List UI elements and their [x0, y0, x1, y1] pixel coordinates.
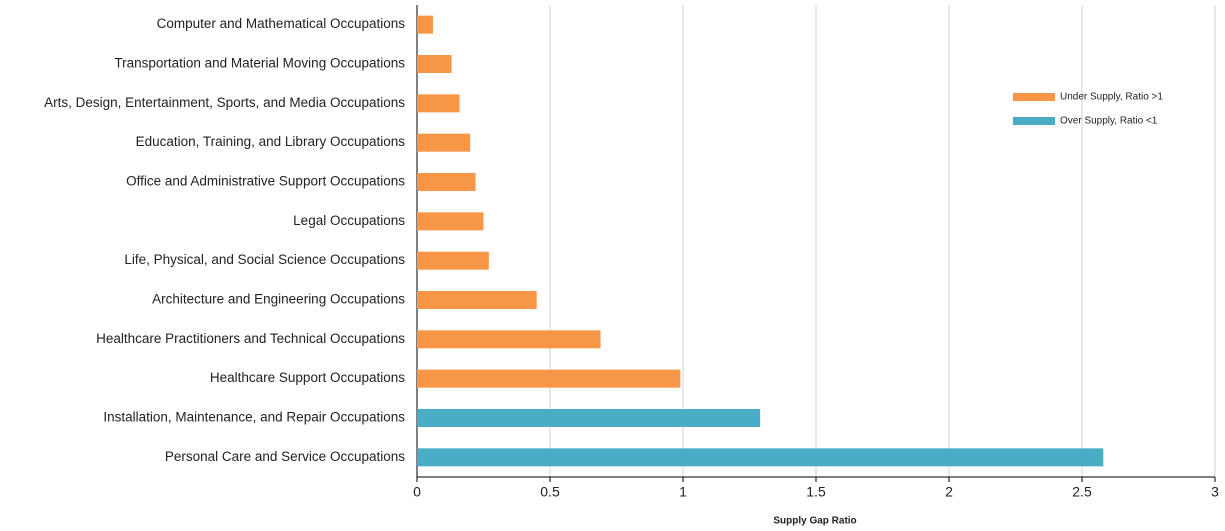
bar	[417, 94, 460, 113]
legend-label: Under Supply, Ratio >1	[1060, 92, 1163, 103]
bar	[417, 330, 601, 349]
x-tick-label: 3	[1211, 484, 1219, 500]
x-tick-label: 1.5	[806, 484, 826, 500]
y-tick-label: Healthcare Support Occupations	[210, 370, 405, 385]
bar	[417, 133, 471, 152]
bar	[417, 409, 761, 427]
y-tick-label: Education, Training, and Library Occupat…	[136, 134, 406, 149]
legend-swatch	[1013, 117, 1055, 125]
y-tick-label: Personal Care and Service Occupations	[165, 449, 405, 464]
y-tick-label: Healthcare Practitioners and Technical O…	[96, 331, 405, 346]
bar	[417, 212, 484, 231]
y-tick-label: Installation, Maintenance, and Repair Oc…	[103, 410, 405, 425]
x-tick-label: 2	[945, 484, 953, 500]
bar	[417, 173, 476, 191]
x-tick-label: 0	[413, 484, 421, 500]
y-tick-label: Office and Administrative Support Occupa…	[126, 174, 405, 189]
bar	[417, 55, 452, 73]
bar	[417, 251, 489, 270]
x-tick-label: 2.5	[1072, 484, 1092, 500]
bar	[417, 15, 433, 34]
y-tick-label: Legal Occupations	[293, 213, 405, 228]
x-axis-title: Supply Gap Ratio	[773, 516, 856, 527]
legend-label: Over Supply, Ratio <1	[1060, 116, 1158, 127]
x-tick-label: 1	[679, 484, 687, 500]
bar	[417, 291, 537, 309]
x-tick-label: 0.5	[540, 484, 560, 500]
bar	[417, 448, 1104, 467]
y-tick-label: Transportation and Material Moving Occup…	[114, 56, 405, 71]
y-tick-label: Arts, Design, Entertainment, Sports, and…	[44, 95, 405, 110]
legend-swatch	[1013, 93, 1055, 101]
bar	[417, 369, 681, 388]
y-tick-label: Life, Physical, and Social Science Occup…	[124, 252, 405, 267]
y-tick-label: Architecture and Engineering Occupations	[152, 292, 405, 307]
y-tick-label: Computer and Mathematical Occupations	[157, 16, 406, 31]
